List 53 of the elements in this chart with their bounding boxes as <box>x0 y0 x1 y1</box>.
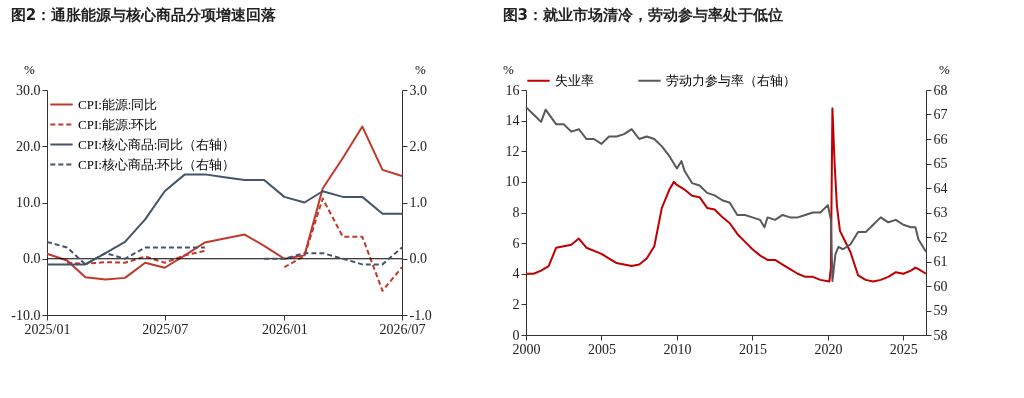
y2-tick-label: 63 <box>933 205 948 220</box>
y-tick-label: 0 <box>512 327 520 343</box>
y-tick-label: 20.0 <box>16 138 41 154</box>
x-tick-label: 2025/01 <box>24 321 71 337</box>
y2-tick-label: 65 <box>933 156 948 171</box>
legend-label: 失业率 <box>555 72 594 88</box>
y2-tick-label: 68 <box>933 82 948 98</box>
legend-label: CPI:核心商品:同比（右轴） <box>78 136 236 152</box>
y2-tick-label: 64 <box>933 180 948 196</box>
y2-tick-label: 1.0 <box>409 195 427 210</box>
y-tick-label: 6 <box>512 235 520 251</box>
x-tick-label: 2000 <box>512 341 541 357</box>
y2-tick-label: 67 <box>933 107 948 122</box>
y-tick-label: 16 <box>505 82 520 98</box>
x-tick-label: 2025/07 <box>142 321 189 337</box>
y2-tick-label: 66 <box>933 131 948 147</box>
x-tick-label: 2025 <box>889 341 918 357</box>
x-tick-label: 2026/01 <box>261 321 308 337</box>
line-series <box>46 173 403 266</box>
y2-axis-title: % <box>939 61 951 77</box>
y-axis-title: % <box>24 61 36 77</box>
y-tick-label: 30.0 <box>16 82 41 98</box>
y2-tick-label: -1.0 <box>409 307 432 323</box>
y2-tick-label: 59 <box>933 303 948 318</box>
y2-axis-title: % <box>415 61 427 77</box>
x-tick-label: 2015 <box>738 341 767 357</box>
x-tick-label: 2026/07 <box>379 321 426 337</box>
y2-tick-label: 0.0 <box>409 251 427 267</box>
y-tick-label: 0.0 <box>23 251 41 267</box>
y2-tick-label: 61 <box>933 254 948 269</box>
x-tick-label: 2005 <box>587 341 616 357</box>
chart-title: 图3：就业市场清冷，劳动参与率处于低位 <box>502 6 784 24</box>
x-tick-label: 2020 <box>814 341 843 357</box>
chart-title: 图2：通胀能源与核心商品分项增速回落 <box>10 6 278 24</box>
y-tick-label: 8 <box>512 205 520 220</box>
y2-tick-label: 2.0 <box>409 138 427 154</box>
legend-label: 劳动力参与率（右轴） <box>666 72 796 88</box>
y-tick-label: 14 <box>505 113 520 129</box>
y2-tick-label: 3.0 <box>409 82 427 98</box>
y-tick-label: 2 <box>512 296 520 312</box>
y-tick-label: -10.0 <box>11 307 41 323</box>
legend-label: CPI:能源:同比 <box>78 96 158 112</box>
y-tick-label: 12 <box>505 143 520 159</box>
y-tick-label: 10 <box>505 174 520 190</box>
y2-tick-label: 62 <box>933 229 948 245</box>
y-axis-title: % <box>503 61 515 77</box>
y2-tick-label: 60 <box>933 278 948 294</box>
x-tick-label: 2010 <box>663 341 692 357</box>
y-tick-label: 4 <box>512 266 520 282</box>
y2-tick-label: 58 <box>933 327 948 343</box>
legend-label: CPI:核心商品:环比（右轴） <box>78 156 236 172</box>
legend-label: CPI:能源:环比 <box>78 116 158 132</box>
y-tick-label: 10.0 <box>16 195 41 210</box>
